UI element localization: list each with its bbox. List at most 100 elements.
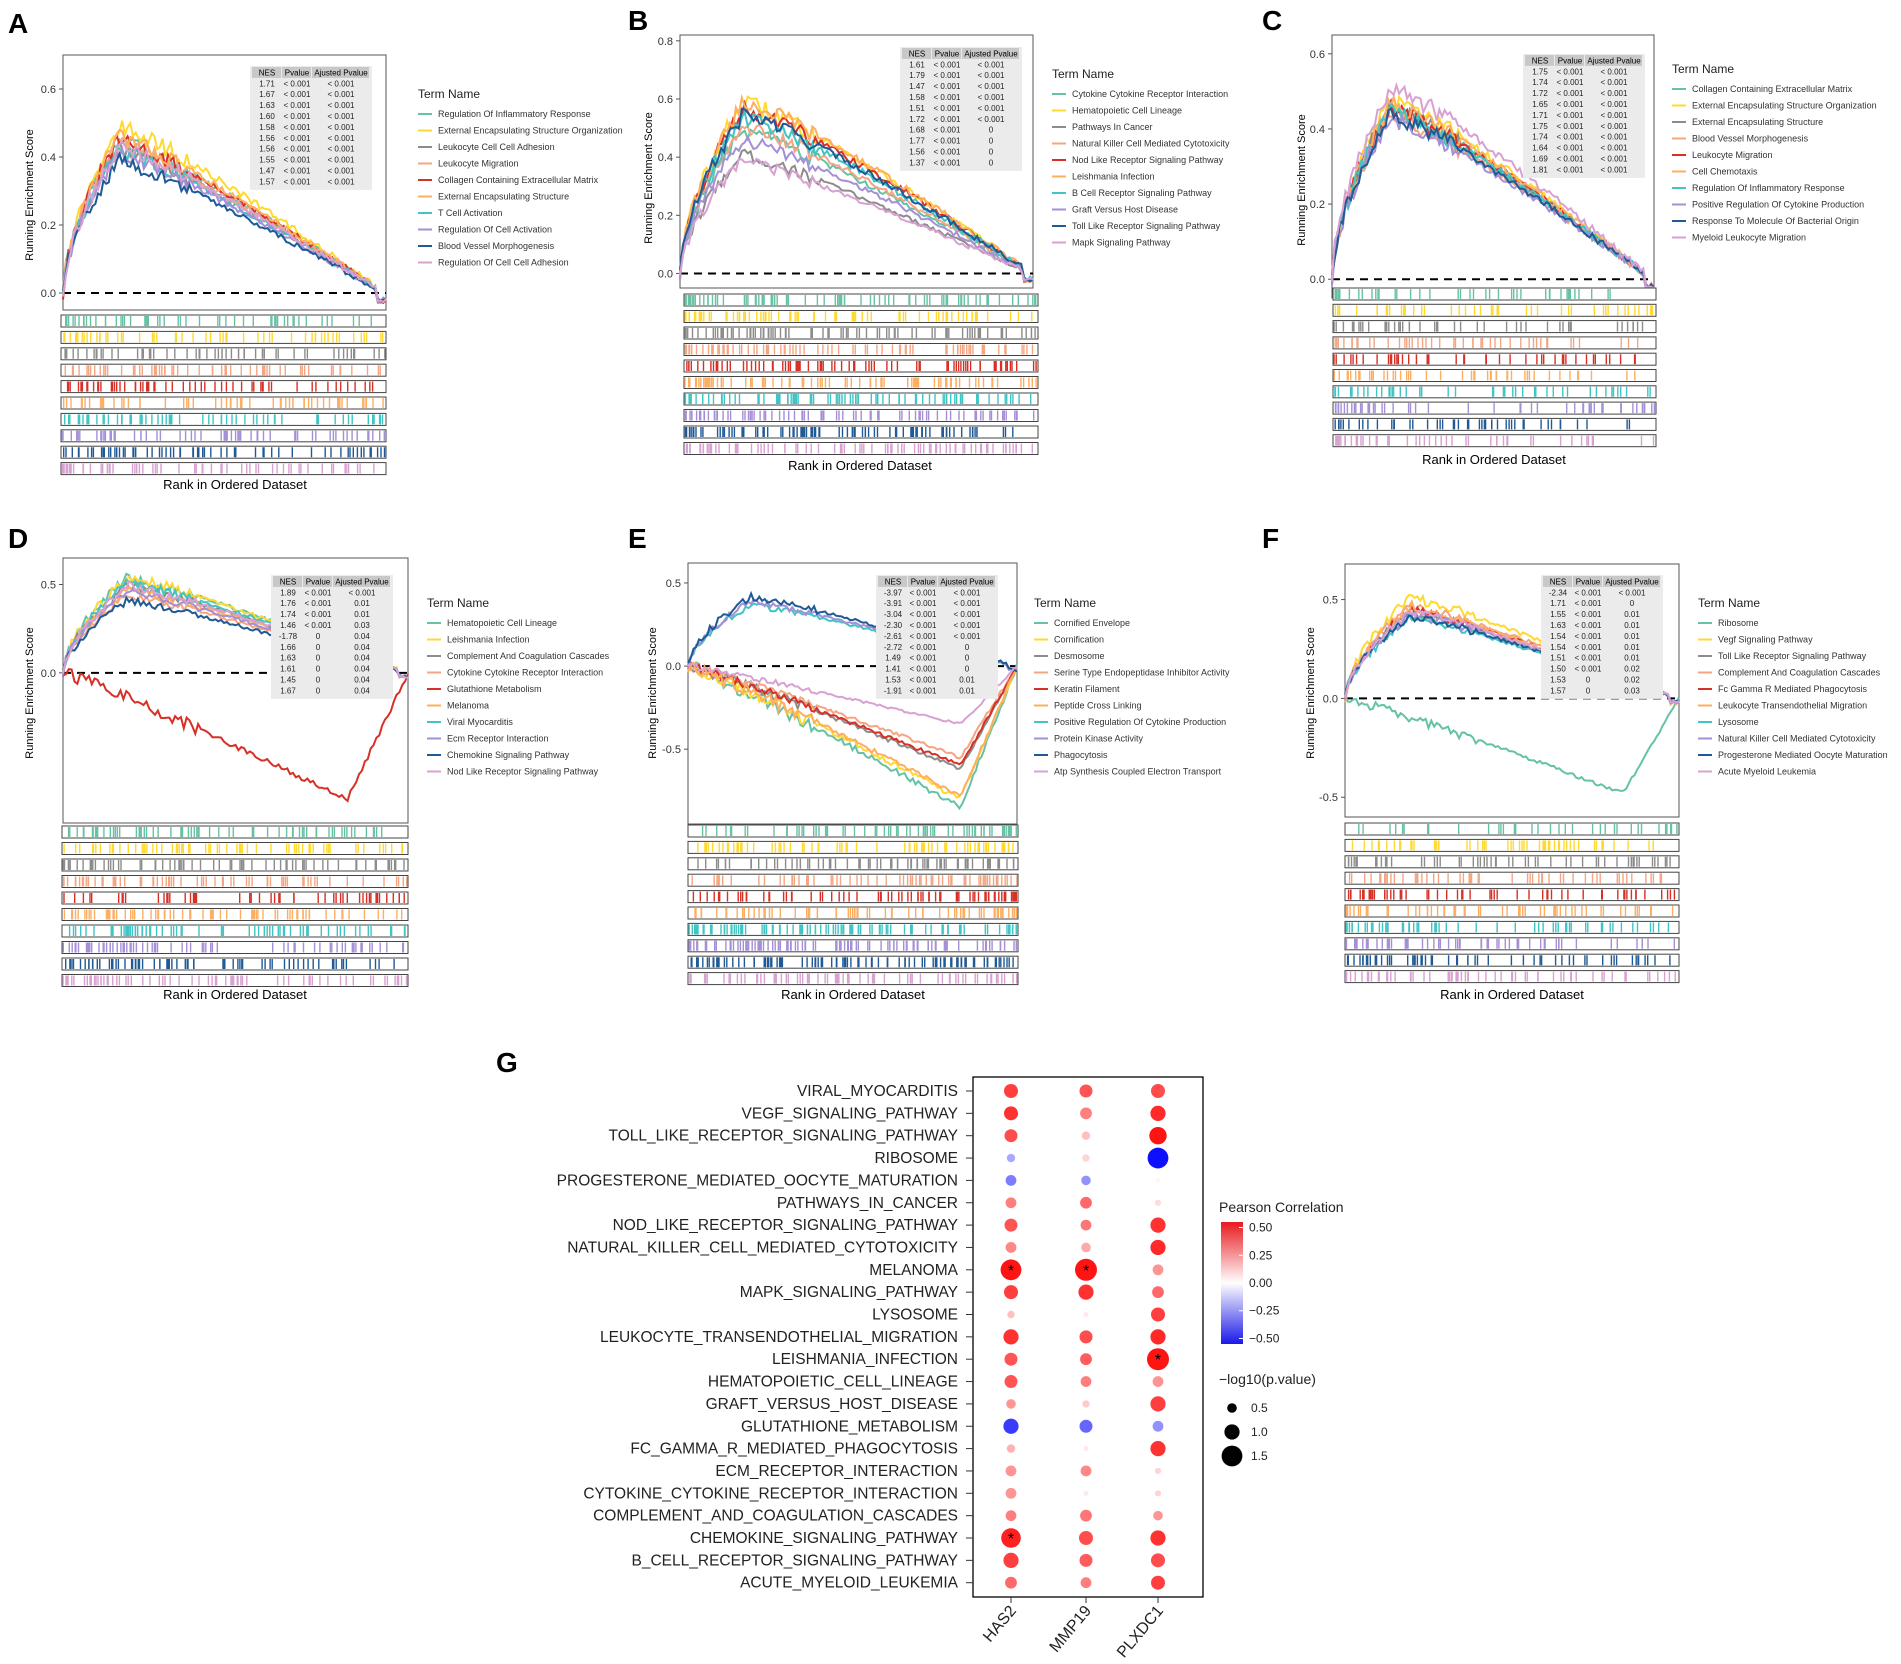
hit-ticks xyxy=(1334,403,1656,414)
hit-bar-frame xyxy=(687,857,1019,871)
hit-bar xyxy=(60,445,387,459)
y-axis-label: Running Enrichment Score xyxy=(643,112,655,243)
hit-ticks xyxy=(1346,955,1671,966)
table-padj: < 0.001 xyxy=(1601,133,1628,142)
y-axis-label: Running Enrichment Score xyxy=(1296,114,1308,245)
table-header: Pvalue xyxy=(911,577,936,586)
hit-ticks xyxy=(63,843,404,854)
colorbar xyxy=(1221,1222,1243,1344)
hit-ticks xyxy=(62,975,408,986)
row-label: COMPLEMENT_AND_COAGULATION_CASCADES xyxy=(593,1508,958,1525)
size-legend-label: 0.5 xyxy=(1251,1401,1268,1415)
table-pvalue: < 0.001 xyxy=(284,167,311,176)
table-pvalue: < 0.001 xyxy=(1557,133,1584,142)
table-header: Ajusted Pvalue xyxy=(335,577,389,586)
table-padj: < 0.001 xyxy=(1601,122,1628,131)
row-label: NOD_LIKE_RECEPTOR_SIGNALING_PATHWAY xyxy=(613,1217,958,1234)
legend-label: Progesterone Mediated Oocyte Maturation xyxy=(1718,750,1888,760)
col-label: MMP19 xyxy=(1047,1603,1096,1656)
hit-ticks xyxy=(684,344,1034,355)
legend-label: External Encapsulating Structure xyxy=(1692,117,1823,127)
table-nes: -1.78 xyxy=(279,632,298,641)
hit-ticks xyxy=(684,427,1014,437)
table-padj: 0 xyxy=(989,148,994,157)
panel-letter: E xyxy=(628,523,647,554)
y-axis-label: Running Enrichment Score xyxy=(24,129,36,260)
dot xyxy=(1083,1446,1089,1452)
table-pvalue: 0 xyxy=(1586,676,1591,685)
table-padj: < 0.001 xyxy=(1601,78,1628,87)
table-padj: < 0.001 xyxy=(328,123,355,132)
curve-regulation-of-cell-cell-adhesion xyxy=(62,139,387,304)
row-label: PATHWAYS_IN_CANCER xyxy=(777,1195,958,1212)
legend-label: Leishmania Infection xyxy=(1072,172,1155,182)
dot xyxy=(1079,1553,1093,1567)
hit-bar-frame xyxy=(1344,937,1680,951)
table-nes: -2.72 xyxy=(884,643,903,652)
table-nes: 1.74 xyxy=(1532,78,1548,87)
dot xyxy=(1004,1129,1018,1143)
hit-ticks xyxy=(688,924,1018,935)
table-padj: < 0.001 xyxy=(954,588,981,597)
significance-star: * xyxy=(1008,1263,1014,1280)
table-header-cell xyxy=(1573,576,1602,587)
hit-ticks xyxy=(65,959,395,969)
dot xyxy=(1154,1199,1162,1206)
table-nes: 1.47 xyxy=(909,82,925,91)
legend-label: Regulation Of Inflammatory Response xyxy=(438,109,591,119)
table-pvalue: < 0.001 xyxy=(910,621,937,630)
table-nes: 1.45 xyxy=(280,676,296,685)
hit-bar xyxy=(687,939,1019,953)
hit-bar xyxy=(1332,417,1657,431)
table-pvalue: < 0.001 xyxy=(910,665,937,674)
row-label: PROGESTERONE_MEDIATED_OOCYTE_MATURATION xyxy=(557,1172,958,1189)
hit-ticks xyxy=(697,842,1014,853)
table-nes: 1.65 xyxy=(1532,100,1548,109)
table-nes: 1.74 xyxy=(1532,133,1548,142)
y-tick-label: 0.8 xyxy=(658,36,673,48)
hit-bar-frame xyxy=(61,825,409,839)
size-legend-dot xyxy=(1221,1445,1243,1467)
table-header-cell xyxy=(878,576,907,587)
table-padj: < 0.001 xyxy=(1601,144,1628,153)
dot xyxy=(1078,1284,1094,1300)
legend-label: Vegf Signaling Pathway xyxy=(1718,635,1813,645)
stats-table: NES Pvalue Ajusted Pvalue-3.97 < 0.001 < 0.0… xyxy=(876,575,998,699)
hit-bar xyxy=(1344,953,1680,967)
table-nes: 1.57 xyxy=(1550,686,1566,695)
table-pvalue: 0 xyxy=(316,665,321,674)
table-bg xyxy=(1523,54,1645,178)
table-nes: 1.58 xyxy=(909,93,925,102)
table-pvalue: < 0.001 xyxy=(284,156,311,165)
hit-bar-frame xyxy=(61,891,409,905)
dot xyxy=(1006,1444,1016,1453)
table-padj: < 0.001 xyxy=(978,71,1005,80)
table-bg xyxy=(900,47,1022,171)
table-pvalue: < 0.001 xyxy=(1557,155,1584,164)
row-label: VIRAL_MYOCARDITIS xyxy=(797,1083,958,1100)
row-label: VEGF_SIGNALING_PATHWAY xyxy=(742,1105,958,1122)
table-header: Pvalue xyxy=(935,49,960,58)
hit-ticks xyxy=(697,858,1015,869)
table-pvalue: < 0.001 xyxy=(305,610,332,619)
hit-ticks xyxy=(1345,922,1670,933)
hit-bar xyxy=(1344,855,1680,869)
dot xyxy=(1150,1239,1166,1256)
row-label: MELANOMA xyxy=(869,1262,958,1279)
table-nes: 1.75 xyxy=(1532,122,1548,131)
table-pvalue: < 0.001 xyxy=(1575,654,1602,663)
table-pvalue: < 0.001 xyxy=(934,104,961,113)
dot xyxy=(1152,1264,1164,1276)
panel-letter: B xyxy=(628,5,648,36)
hit-bar-frame xyxy=(60,412,387,426)
table-padj: 0.01 xyxy=(1624,654,1640,663)
gsea-panel-f: F 0.5 0.0 -0.5 NES Pvalue Ajusted Pvalue -2.34 <… xyxy=(1262,523,1888,1002)
row-label: GRAFT_VERSUS_HOST_DISEASE xyxy=(706,1396,958,1413)
table-header: NES xyxy=(885,577,901,586)
legend-label: Fc Gamma R Mediated Phagocytosis xyxy=(1718,684,1868,694)
legend-title: Term Name xyxy=(427,596,489,610)
hit-ticks xyxy=(62,398,384,408)
table-nes: 1.49 xyxy=(885,654,901,663)
hit-bar-frame xyxy=(1332,369,1657,382)
y-tick-label: 0.5 xyxy=(666,578,681,590)
